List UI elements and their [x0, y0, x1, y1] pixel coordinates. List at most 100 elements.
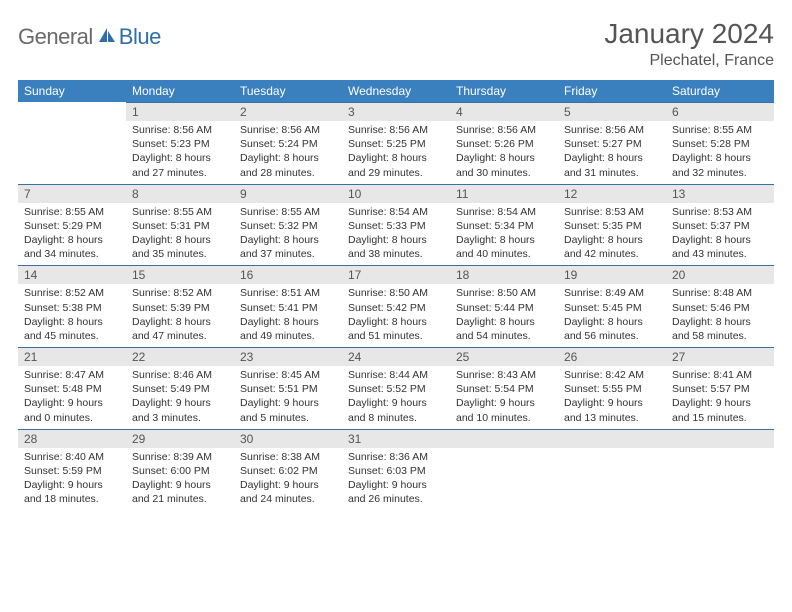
sunrise-text: Sunrise: 8:50 AM [348, 286, 444, 300]
day-cell: 13Sunrise: 8:53 AMSunset: 5:37 PMDayligh… [666, 184, 774, 266]
day-cell: 25Sunrise: 8:43 AMSunset: 5:54 PMDayligh… [450, 347, 558, 429]
day-cell: 6Sunrise: 8:55 AMSunset: 5:28 PMDaylight… [666, 102, 774, 184]
day-cell: 21Sunrise: 8:47 AMSunset: 5:48 PMDayligh… [18, 347, 126, 429]
day-number: 29 [126, 429, 234, 448]
day-number: 22 [126, 347, 234, 366]
daylight-text: Daylight: 8 hours and 40 minutes. [456, 233, 552, 261]
sunset-text: Sunset: 5:31 PM [132, 219, 228, 233]
day-details: Sunrise: 8:42 AMSunset: 5:55 PMDaylight:… [558, 366, 666, 429]
sunset-text: Sunset: 5:29 PM [24, 219, 120, 233]
sunset-text: Sunset: 6:02 PM [240, 464, 336, 478]
week-row: 14Sunrise: 8:52 AMSunset: 5:38 PMDayligh… [18, 265, 774, 347]
day-details: Sunrise: 8:44 AMSunset: 5:52 PMDaylight:… [342, 366, 450, 429]
sunrise-text: Sunrise: 8:47 AM [24, 368, 120, 382]
sunrise-text: Sunrise: 8:44 AM [348, 368, 444, 382]
sunrise-text: Sunrise: 8:45 AM [240, 368, 336, 382]
sunset-text: Sunset: 5:42 PM [348, 301, 444, 315]
day-number: 24 [342, 347, 450, 366]
day-cell: 18Sunrise: 8:50 AMSunset: 5:44 PMDayligh… [450, 265, 558, 347]
empty-day [450, 429, 558, 448]
week-row: 28Sunrise: 8:40 AMSunset: 5:59 PMDayligh… [18, 429, 774, 511]
sunrise-text: Sunrise: 8:54 AM [348, 205, 444, 219]
day-number: 3 [342, 102, 450, 121]
daylight-text: Daylight: 8 hours and 56 minutes. [564, 315, 660, 343]
sunrise-text: Sunrise: 8:53 AM [672, 205, 768, 219]
sunset-text: Sunset: 5:32 PM [240, 219, 336, 233]
sunrise-text: Sunrise: 8:52 AM [24, 286, 120, 300]
week-row: 7Sunrise: 8:55 AMSunset: 5:29 PMDaylight… [18, 184, 774, 266]
sunrise-text: Sunrise: 8:55 AM [672, 123, 768, 137]
day-number: 30 [234, 429, 342, 448]
day-details: Sunrise: 8:56 AMSunset: 5:24 PMDaylight:… [234, 121, 342, 184]
day-details: Sunrise: 8:56 AMSunset: 5:23 PMDaylight:… [126, 121, 234, 184]
day-details: Sunrise: 8:50 AMSunset: 5:42 PMDaylight:… [342, 284, 450, 347]
day-details: Sunrise: 8:52 AMSunset: 5:38 PMDaylight:… [18, 284, 126, 347]
day-details: Sunrise: 8:43 AMSunset: 5:54 PMDaylight:… [450, 366, 558, 429]
daylight-text: Daylight: 9 hours and 26 minutes. [348, 478, 444, 506]
sunset-text: Sunset: 5:59 PM [24, 464, 120, 478]
day-cell: 26Sunrise: 8:42 AMSunset: 5:55 PMDayligh… [558, 347, 666, 429]
day-number: 8 [126, 184, 234, 203]
daylight-text: Daylight: 8 hours and 47 minutes. [132, 315, 228, 343]
empty-day [18, 102, 126, 120]
sunrise-text: Sunrise: 8:56 AM [456, 123, 552, 137]
daylight-text: Daylight: 8 hours and 27 minutes. [132, 151, 228, 179]
week-row: 21Sunrise: 8:47 AMSunset: 5:48 PMDayligh… [18, 347, 774, 429]
day-cell: 20Sunrise: 8:48 AMSunset: 5:46 PMDayligh… [666, 265, 774, 347]
day-cell: 27Sunrise: 8:41 AMSunset: 5:57 PMDayligh… [666, 347, 774, 429]
sunset-text: Sunset: 5:33 PM [348, 219, 444, 233]
sunrise-text: Sunrise: 8:48 AM [672, 286, 768, 300]
sunset-text: Sunset: 5:38 PM [24, 301, 120, 315]
sunset-text: Sunset: 5:24 PM [240, 137, 336, 151]
day-cell: 9Sunrise: 8:55 AMSunset: 5:32 PMDaylight… [234, 184, 342, 266]
weeks-container: 1Sunrise: 8:56 AMSunset: 5:23 PMDaylight… [18, 102, 774, 510]
day-cell: 19Sunrise: 8:49 AMSunset: 5:45 PMDayligh… [558, 265, 666, 347]
daylight-text: Daylight: 8 hours and 45 minutes. [24, 315, 120, 343]
day-cell: 30Sunrise: 8:38 AMSunset: 6:02 PMDayligh… [234, 429, 342, 511]
sunrise-text: Sunrise: 8:50 AM [456, 286, 552, 300]
sunset-text: Sunset: 5:27 PM [564, 137, 660, 151]
daylight-text: Daylight: 9 hours and 21 minutes. [132, 478, 228, 506]
daylight-text: Daylight: 8 hours and 31 minutes. [564, 151, 660, 179]
day-details: Sunrise: 8:53 AMSunset: 5:35 PMDaylight:… [558, 203, 666, 266]
day-details: Sunrise: 8:48 AMSunset: 5:46 PMDaylight:… [666, 284, 774, 347]
sunrise-text: Sunrise: 8:39 AM [132, 450, 228, 464]
sunrise-text: Sunrise: 8:55 AM [24, 205, 120, 219]
sunset-text: Sunset: 5:55 PM [564, 382, 660, 396]
sunset-text: Sunset: 5:49 PM [132, 382, 228, 396]
sunrise-text: Sunrise: 8:56 AM [132, 123, 228, 137]
day-cell [450, 429, 558, 511]
weekday-header: Friday [558, 80, 666, 102]
weekday-header: Tuesday [234, 80, 342, 102]
sunrise-text: Sunrise: 8:40 AM [24, 450, 120, 464]
daylight-text: Daylight: 9 hours and 5 minutes. [240, 396, 336, 424]
logo-text-general: General [18, 24, 93, 50]
day-number: 16 [234, 265, 342, 284]
weekday-header: Wednesday [342, 80, 450, 102]
day-cell: 28Sunrise: 8:40 AMSunset: 5:59 PMDayligh… [18, 429, 126, 511]
sunset-text: Sunset: 6:03 PM [348, 464, 444, 478]
day-details: Sunrise: 8:41 AMSunset: 5:57 PMDaylight:… [666, 366, 774, 429]
sunrise-text: Sunrise: 8:55 AM [240, 205, 336, 219]
day-cell [666, 429, 774, 511]
day-details: Sunrise: 8:36 AMSunset: 6:03 PMDaylight:… [342, 448, 450, 511]
week-row: 1Sunrise: 8:56 AMSunset: 5:23 PMDaylight… [18, 102, 774, 184]
day-details: Sunrise: 8:55 AMSunset: 5:28 PMDaylight:… [666, 121, 774, 184]
day-details: Sunrise: 8:53 AMSunset: 5:37 PMDaylight:… [666, 203, 774, 266]
day-details: Sunrise: 8:45 AMSunset: 5:51 PMDaylight:… [234, 366, 342, 429]
day-cell: 12Sunrise: 8:53 AMSunset: 5:35 PMDayligh… [558, 184, 666, 266]
day-cell: 5Sunrise: 8:56 AMSunset: 5:27 PMDaylight… [558, 102, 666, 184]
sunset-text: Sunset: 5:39 PM [132, 301, 228, 315]
day-number: 27 [666, 347, 774, 366]
day-number: 23 [234, 347, 342, 366]
day-cell: 4Sunrise: 8:56 AMSunset: 5:26 PMDaylight… [450, 102, 558, 184]
day-details: Sunrise: 8:40 AMSunset: 5:59 PMDaylight:… [18, 448, 126, 511]
day-details: Sunrise: 8:54 AMSunset: 5:34 PMDaylight:… [450, 203, 558, 266]
sunset-text: Sunset: 6:00 PM [132, 464, 228, 478]
sunset-text: Sunset: 5:37 PM [672, 219, 768, 233]
sunset-text: Sunset: 5:44 PM [456, 301, 552, 315]
daylight-text: Daylight: 9 hours and 0 minutes. [24, 396, 120, 424]
day-cell [558, 429, 666, 511]
day-number: 10 [342, 184, 450, 203]
daylight-text: Daylight: 9 hours and 8 minutes. [348, 396, 444, 424]
